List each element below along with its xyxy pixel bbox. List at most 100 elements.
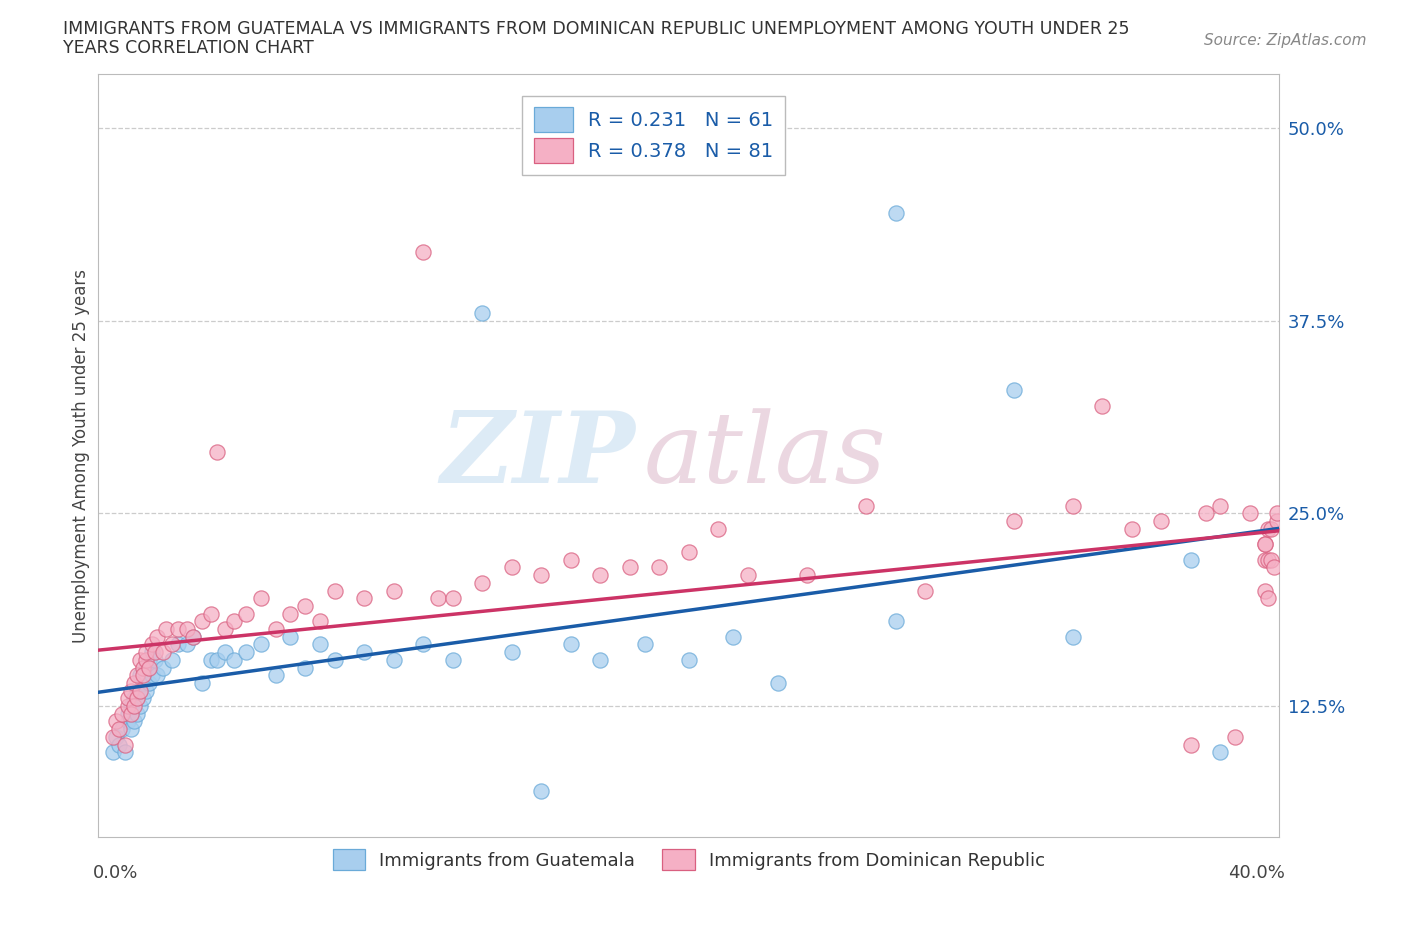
Point	[884, 614, 907, 629]
Point	[1265, 506, 1288, 521]
Point	[1121, 522, 1143, 537]
Point	[214, 644, 236, 659]
Point	[1260, 522, 1282, 537]
Point	[128, 668, 150, 683]
Point	[412, 245, 434, 259]
Point	[117, 706, 139, 721]
Point	[294, 660, 316, 675]
Point	[141, 637, 163, 652]
Point	[214, 621, 236, 636]
Point	[1254, 552, 1277, 567]
Point	[1180, 552, 1202, 567]
Point	[323, 583, 346, 598]
Point	[1062, 498, 1084, 513]
Point	[280, 630, 302, 644]
Point	[353, 591, 375, 605]
Point	[723, 630, 745, 644]
Point	[125, 668, 148, 683]
Point	[135, 644, 157, 659]
Point	[138, 652, 160, 667]
Point	[1002, 513, 1025, 528]
Point	[1091, 398, 1114, 413]
Point	[120, 722, 142, 737]
Point	[111, 722, 134, 737]
Point	[122, 714, 145, 729]
Point	[200, 652, 222, 667]
Point	[135, 684, 157, 698]
Point	[1254, 537, 1277, 551]
Point	[589, 567, 612, 582]
Point	[143, 644, 166, 659]
Point	[103, 745, 125, 760]
Point	[1225, 729, 1247, 744]
Point	[501, 644, 523, 659]
Text: 0.0%: 0.0%	[93, 864, 138, 882]
Point	[122, 698, 145, 713]
Point	[117, 698, 139, 713]
Point	[114, 745, 136, 760]
Point	[191, 614, 214, 629]
Point	[224, 652, 246, 667]
Point	[1257, 591, 1279, 605]
Point	[181, 630, 204, 644]
Point	[181, 630, 204, 644]
Point	[1062, 630, 1084, 644]
Point	[146, 630, 169, 644]
Point	[224, 614, 246, 629]
Point	[117, 714, 139, 729]
Point	[1257, 522, 1279, 537]
Point	[105, 729, 128, 744]
Point	[250, 591, 273, 605]
Text: 40.0%: 40.0%	[1229, 864, 1285, 882]
Point	[382, 583, 405, 598]
Point	[353, 644, 375, 659]
Point	[235, 606, 257, 621]
Point	[155, 621, 177, 636]
Point	[108, 722, 131, 737]
Point	[250, 637, 273, 652]
Point	[205, 445, 228, 459]
Point	[205, 652, 228, 667]
Point	[143, 652, 166, 667]
Point	[737, 567, 759, 582]
Y-axis label: Unemployment Among Youth under 25 years: Unemployment Among Youth under 25 years	[72, 269, 90, 643]
Point	[122, 675, 145, 690]
Text: YEARS CORRELATION CHART: YEARS CORRELATION CHART	[63, 39, 314, 57]
Point	[176, 637, 198, 652]
Point	[120, 698, 142, 713]
Point	[855, 498, 877, 513]
Point	[427, 591, 450, 605]
Point	[1239, 506, 1261, 521]
Point	[589, 652, 612, 667]
Point	[167, 637, 190, 652]
Point	[441, 591, 464, 605]
Point	[1257, 552, 1279, 567]
Point	[132, 660, 155, 675]
Point	[152, 660, 174, 675]
Point	[114, 737, 136, 752]
Point	[128, 652, 150, 667]
Point	[678, 652, 700, 667]
Point	[382, 652, 405, 667]
Point	[471, 306, 494, 321]
Point	[619, 560, 641, 575]
Point	[132, 675, 155, 690]
Point	[530, 567, 553, 582]
Point	[152, 644, 174, 659]
Point	[264, 668, 287, 683]
Point	[796, 567, 818, 582]
Point	[560, 637, 582, 652]
Text: IMMIGRANTS FROM GUATEMALA VS IMMIGRANTS FROM DOMINICAN REPUBLIC UNEMPLOYMENT AMO: IMMIGRANTS FROM GUATEMALA VS IMMIGRANTS …	[63, 20, 1130, 38]
Point	[125, 706, 148, 721]
Point	[412, 637, 434, 652]
Point	[441, 652, 464, 667]
Point	[200, 606, 222, 621]
Point	[294, 599, 316, 614]
Point	[162, 637, 183, 652]
Point	[471, 576, 494, 591]
Point	[530, 783, 553, 798]
Point	[280, 606, 302, 621]
Point	[103, 729, 125, 744]
Point	[648, 560, 671, 575]
Point	[501, 560, 523, 575]
